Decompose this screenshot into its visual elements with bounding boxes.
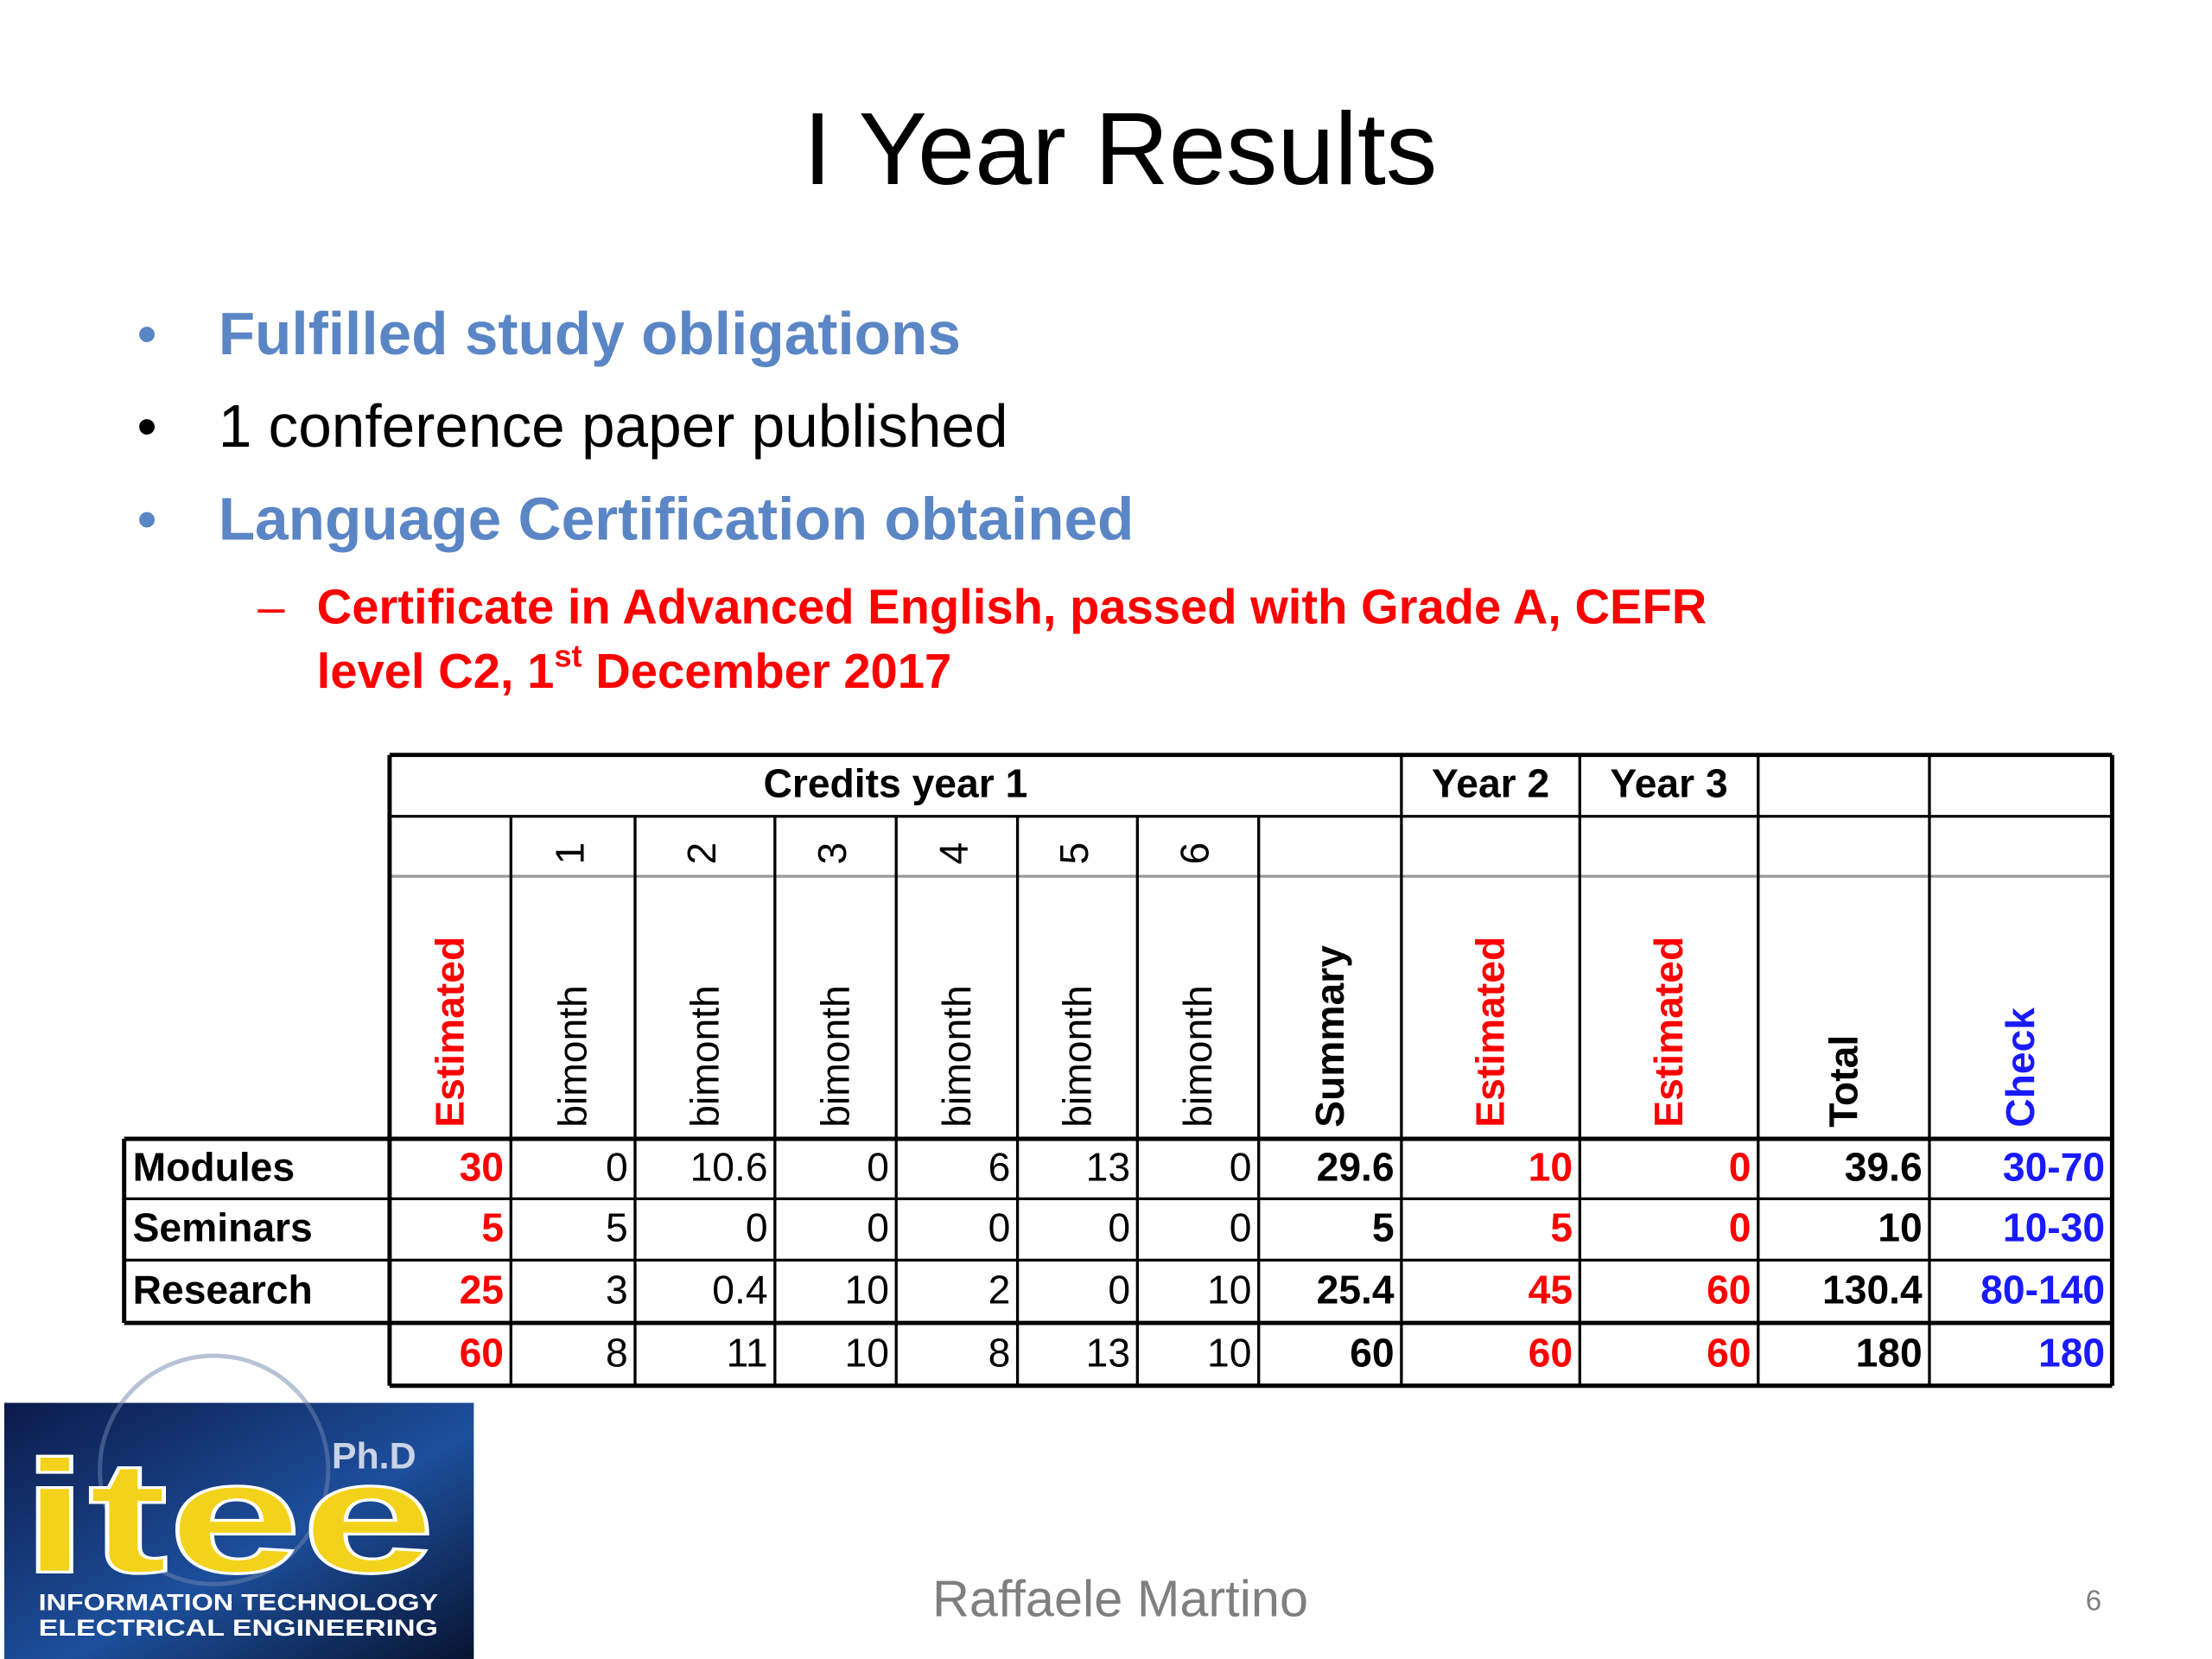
table-cell: 5 (1550, 1205, 1573, 1250)
total-cell: 60 (1529, 1330, 1573, 1375)
table-cell: 45 (1529, 1268, 1573, 1313)
logo-seal (98, 1353, 331, 1586)
table-cell: 30-70 (2003, 1145, 2105, 1190)
total-cell: 11 (727, 1330, 768, 1375)
bullet-text: Fulfilled study obligations (219, 300, 961, 367)
bimonth-number: 5 (1052, 842, 1096, 865)
column-header: Estimated (428, 937, 473, 1128)
table-cell: 13 (1086, 1145, 1130, 1190)
total-cell: 8 (988, 1330, 1011, 1375)
row-label: Modules (133, 1145, 296, 1190)
logo-badge: Ph.D (332, 1435, 416, 1477)
total-cell: 60 (1350, 1330, 1394, 1375)
table-cell: 29.6 (1317, 1145, 1395, 1190)
table-cell: 25 (460, 1268, 504, 1313)
credits-table: Credits year 1 Year 2 Year 31 2 3 4 5 6Estimate… (122, 741, 2126, 1405)
table-cell: 0 (1230, 1145, 1252, 1190)
table-cell: 0 (988, 1205, 1011, 1250)
bullet-dot: • (137, 302, 157, 365)
table-cell: 10 (845, 1268, 889, 1313)
table-cell: 30 (460, 1145, 504, 1190)
bullet-text: Language Certification obtained (219, 485, 1135, 552)
table-cell: 10 (1878, 1205, 1922, 1250)
group-header: Year 2 (1432, 760, 1549, 805)
total-cell: 60 (460, 1330, 504, 1375)
logo-line: ELECTRICAL ENGINEERING (39, 1615, 438, 1641)
logo-background (3, 1402, 474, 1659)
table-cell: 5 (481, 1205, 504, 1250)
table-cell: 0 (746, 1205, 768, 1250)
table-cell: 10.6 (690, 1145, 768, 1190)
table-cell: 0 (1729, 1205, 1751, 1250)
logo-name: itee (22, 1428, 435, 1606)
column-header: bimonth (813, 985, 858, 1127)
table-cell: 25.4 (1317, 1268, 1395, 1313)
column-header: bimonth (1054, 985, 1099, 1127)
table-cell: 2 (988, 1268, 1011, 1313)
column-header: bimonth (682, 985, 727, 1127)
total-cell: 180 (2038, 1330, 2105, 1375)
logo: Ph.D itee INFORMATION TECHNOLOGY ELECTRI… (3, 1353, 474, 1659)
column-header: Total (1821, 1035, 1866, 1128)
bimonth-number: 4 (931, 842, 976, 865)
table-cell: 0 (1108, 1205, 1130, 1250)
bimonth-number: 3 (810, 842, 855, 865)
column-header: bimonth (550, 985, 595, 1127)
slide-title: I Year Results (804, 92, 1438, 207)
total-cell: 180 (1856, 1330, 1923, 1375)
group-header: Year 3 (1610, 760, 1727, 805)
table-cell: 0 (1729, 1145, 1751, 1190)
text-run: level C2, 1 (317, 644, 555, 698)
bullet-text: 1 conference paper published (219, 392, 1008, 460)
table-cell: 0 (867, 1205, 889, 1250)
row-label: Research (133, 1268, 313, 1313)
bimonth-number: 6 (1173, 842, 1217, 865)
table-cell: 0.4 (712, 1268, 767, 1313)
table-cell: 130.4 (1822, 1268, 1923, 1313)
logo-line: INFORMATION TECHNOLOGY (39, 1589, 439, 1615)
table-cell: 10 (1207, 1268, 1251, 1313)
page-number: 6 (2086, 1584, 2101, 1616)
total-cell: 8 (606, 1330, 628, 1375)
total-cell: 10 (1207, 1330, 1251, 1375)
column-header: bimonth (934, 985, 979, 1127)
column-header: Estimated (1468, 937, 1513, 1128)
table-cell: 3 (606, 1268, 628, 1313)
table-cell: 6 (988, 1145, 1011, 1190)
column-header: Summary (1307, 945, 1352, 1128)
table-cell: 5 (606, 1205, 628, 1250)
table-cell: 0 (1230, 1205, 1252, 1250)
table-cell: 0 (1108, 1268, 1130, 1313)
total-cell: 13 (1086, 1330, 1130, 1375)
column-header: bimonth (1175, 985, 1220, 1127)
table-cell: 39.6 (1845, 1145, 1923, 1190)
table-cell: 60 (1707, 1268, 1751, 1313)
row-label: Seminars (133, 1205, 313, 1250)
group-header: Credits year 1 (763, 760, 1027, 805)
sub-bullet-text: level C2, 1st December 2017 (317, 638, 952, 698)
sub-bullet-dash: – (257, 580, 285, 634)
table-cell: 80-140 (1980, 1268, 2105, 1313)
table-cell: 10-30 (2003, 1205, 2105, 1250)
column-header: Check (1998, 1007, 2043, 1128)
table-cell: 5 (1372, 1205, 1395, 1250)
table-cell: 10 (1529, 1145, 1573, 1190)
table-cell: 0 (867, 1145, 889, 1190)
table-cell: 0 (606, 1145, 628, 1190)
text-run: December 2017 (582, 644, 952, 698)
superscript: st (554, 638, 582, 673)
sub-bullet-text: Certificate in Advanced English, passed … (317, 580, 1707, 634)
bimonth-number: 1 (547, 842, 592, 865)
bimonth-number: 2 (679, 842, 724, 865)
total-cell: 10 (845, 1330, 889, 1375)
footer-author: Raffaele Martino (932, 1569, 1308, 1627)
column-header: Estimated (1646, 937, 1691, 1128)
bullet-dot: • (137, 487, 157, 551)
bullet-dot: • (137, 394, 157, 458)
total-cell: 60 (1707, 1330, 1751, 1375)
